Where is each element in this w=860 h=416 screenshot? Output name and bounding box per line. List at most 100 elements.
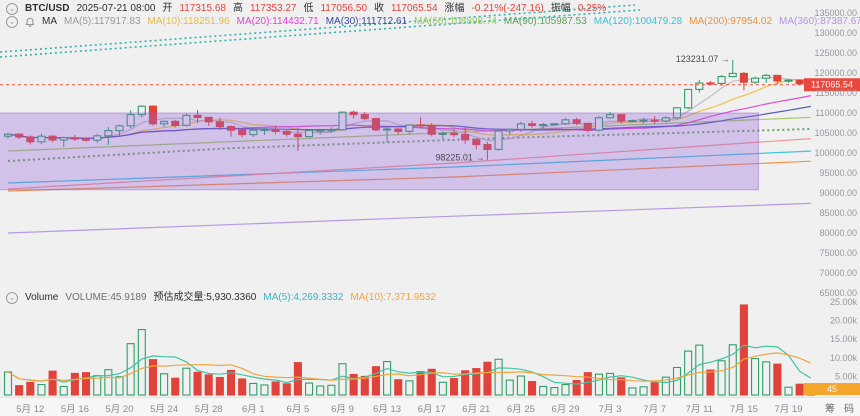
volume-bar: [260, 384, 269, 396]
header-segment: 预估成交量:5,930.3360: [153, 292, 257, 303]
candle-body: [784, 79, 793, 82]
candle-body: [405, 124, 414, 132]
volume-header: ⌄ Volume VOLUME:45.9189 预估成交量:5,930.3360 MA…: [6, 292, 443, 304]
header-segment: MA(360):87387.67: [779, 16, 860, 27]
candle-body: [672, 107, 682, 119]
ma-line-ma120: [7, 150, 811, 184]
volume-bar: [728, 344, 737, 396]
volume-bar: [784, 386, 793, 396]
candle-body: [126, 114, 135, 127]
volume-bar: [15, 385, 24, 396]
volume-axis-label: 10.00k: [830, 353, 858, 363]
header-segment: MA: [42, 16, 57, 27]
volume-bar: [360, 375, 369, 396]
volume-ma10-line: [7, 352, 812, 382]
header-segment: BTC/USD: [25, 3, 70, 14]
current-price-badge-text: 117065.54: [811, 80, 853, 90]
date-axis-label: 7月 19: [774, 404, 803, 415]
collapse-price-pane-icon[interactable]: ⌄: [6, 3, 18, 15]
date-axis-label: 6月 17: [417, 404, 446, 415]
candle-body: [137, 105, 146, 116]
candle-body: [15, 133, 24, 138]
ma-line-ma90: [7, 128, 811, 162]
volume-bar: [3, 371, 13, 396]
candle-body: [282, 130, 291, 135]
header-segment: Volume: [25, 292, 59, 303]
candle-body: [739, 72, 748, 83]
candle-body: [795, 79, 804, 85]
candlestick-volume-canvas[interactable]: 117065.54 123231.07 → 98225.01 → 135000.00 1…: [0, 0, 860, 397]
ohlc-values: BTC/USD 2025-07-21 08:00 开 117315.68 高 117353…: [25, 3, 613, 15]
header-segment: 117056.50: [320, 3, 368, 14]
header-segment: 0.25%: [577, 3, 607, 14]
alert-bell-icon[interactable]: [25, 17, 35, 27]
header-segment: MA(5):4,269.3332: [263, 292, 344, 303]
candle-body: [505, 128, 514, 132]
candle-body: [583, 122, 592, 131]
volume-bar: [527, 381, 537, 396]
price-axis-label: 65000.00: [819, 288, 857, 298]
candle-body: [204, 116, 213, 123]
date-axis-label: 5月 20: [105, 404, 134, 415]
date-axis-label: 7月 15: [729, 404, 758, 415]
candle-body: [338, 111, 347, 131]
candle-body: [193, 114, 202, 118]
header-segment: 117315.68: [179, 3, 226, 14]
price-axis-label: 90000.00: [819, 188, 857, 198]
header-segment: VOLUME:45.9189: [65, 292, 147, 303]
header-segment: MA(10):7,371.9532: [350, 292, 437, 303]
volume-bar: [773, 363, 782, 396]
candle-body: [639, 119, 648, 122]
candle-body: [249, 129, 258, 136]
collapse-volume-pane-icon[interactable]: ⌄: [6, 292, 18, 304]
volume-bar: [115, 376, 124, 396]
volume-bar: [516, 375, 525, 396]
candle-body: [572, 119, 581, 124]
header-segment: MA(60):108898.74: [414, 16, 497, 27]
candle-body: [182, 114, 191, 126]
volume-bar: [449, 378, 459, 396]
volume-bar: [650, 382, 659, 396]
volume-bar: [695, 344, 704, 396]
candle-body: [483, 144, 492, 150]
volume-axis-label: 25.00k: [830, 297, 858, 307]
candle-body: [394, 128, 403, 132]
candle-body: [37, 135, 46, 143]
candle-body: [115, 125, 124, 132]
volume-bar: [327, 384, 336, 396]
date-axis-label: 6月 1: [241, 404, 265, 415]
volume-bar: [438, 381, 447, 396]
chip-code-button[interactable]: 码: [844, 404, 854, 415]
volume-bar: [750, 357, 760, 396]
header-segment: -0.21%(-247.16): [471, 3, 544, 14]
ohlc-header: ⌄ BTC/USD 2025-07-21 08:00 开 117315.68 高 1173…: [6, 3, 613, 15]
price-annotation: 123231.07 →: [676, 54, 730, 64]
volume-bar: [215, 376, 224, 396]
candle-body: [171, 120, 180, 126]
volume-bar: [639, 386, 648, 396]
header-segment: MA(30):111712.61: [325, 16, 408, 27]
price-axis-label: 85000.00: [819, 208, 857, 218]
header-segment: 低: [303, 3, 314, 14]
date-axis-label: 6月 21: [462, 404, 491, 415]
chip-distribution-button[interactable]: 筹: [825, 404, 835, 415]
volume-bar: [483, 361, 492, 396]
collapse-ma-legend-icon[interactable]: ⌄: [6, 16, 18, 28]
candle-body: [594, 117, 604, 131]
candle-body: [684, 88, 693, 109]
volume-bar: [405, 380, 414, 396]
price-axis-label: 135000.00: [814, 8, 857, 18]
volume-bar: [304, 382, 314, 396]
price-axis-label: 80000.00: [819, 228, 857, 238]
volume-bar: [59, 385, 68, 396]
price-axis-label: 130000.00: [814, 28, 857, 38]
candle-body: [438, 132, 447, 135]
header-segment: MA(10):118251.96: [147, 16, 230, 27]
candle-body: [226, 126, 236, 131]
date-axis-label: 6月 13: [373, 404, 402, 415]
candle-body: [304, 130, 314, 138]
volume-ma5-line: [7, 344, 812, 385]
candle-body: [472, 139, 481, 146]
volume-bar: [70, 372, 79, 396]
volume-bar: [795, 383, 804, 396]
